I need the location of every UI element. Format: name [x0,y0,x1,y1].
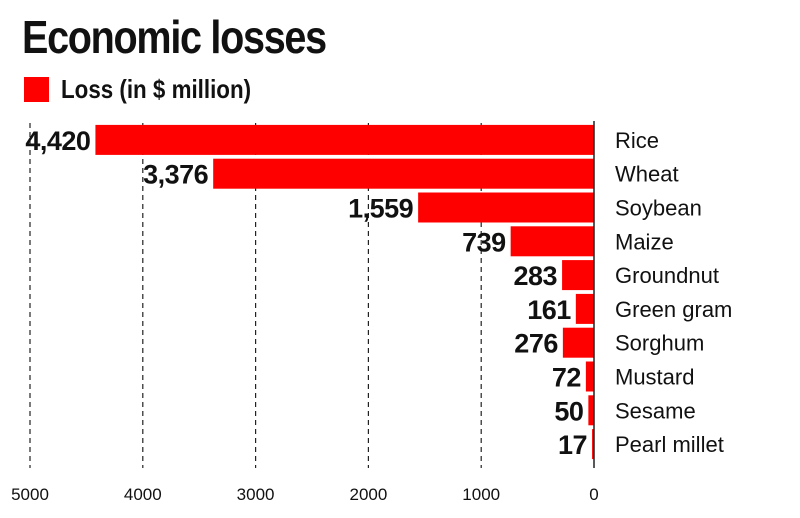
bar [562,260,594,291]
value-label: 1,559 [348,194,414,224]
legend-swatch [24,77,49,102]
bar [95,124,594,155]
bar [418,192,594,223]
value-label: 739 [462,227,506,257]
x-tick-label: 3000 [237,485,275,504]
category-label: Sorghum [615,331,704,356]
x-tick-label: 5000 [11,485,49,504]
x-tick-label: 4000 [124,485,162,504]
x-tick-label: 1000 [462,485,500,504]
chart-title: Economic losses [22,11,327,63]
category-label: Rice [615,128,659,153]
category-label: Wheat [615,162,679,187]
legend: Loss (in $ million) [24,74,282,105]
value-label: 72 [552,363,581,393]
bar [588,395,594,426]
bar [592,429,594,460]
value-label: 283 [514,261,558,291]
bar [213,158,594,189]
x-tick-label: 0 [589,485,598,504]
value-label: 3,376 [143,160,209,190]
category-label: Pearl millet [615,432,724,457]
bar [562,327,594,358]
bar [510,226,594,257]
category-label: Sesame [615,398,696,423]
category-label: Soybean [615,196,702,221]
value-label: 4,420 [25,126,90,156]
category-label: Maize [615,229,674,254]
legend-label: Loss (in $ million) [61,74,252,104]
x-tick-label: 2000 [349,485,387,504]
bar [585,361,594,392]
value-label: 50 [554,396,583,426]
category-label: Mustard [615,365,694,390]
value-label: 17 [558,430,587,460]
value-label: 161 [527,295,571,325]
value-label: 276 [514,329,558,359]
category-label: Groundnut [615,263,719,288]
category-label: Green gram [615,297,732,322]
bar [575,293,594,324]
